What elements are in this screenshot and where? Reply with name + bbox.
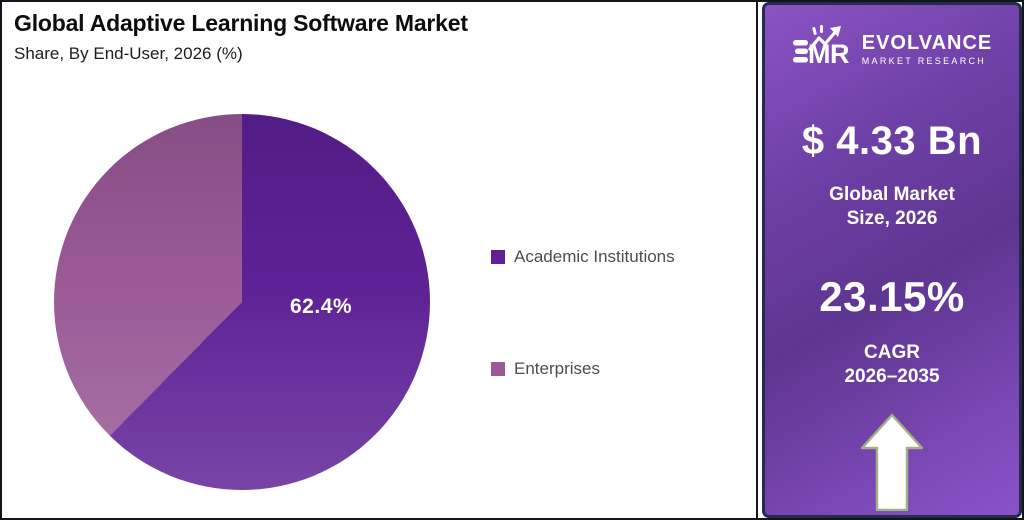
legend-swatch-enterprises: [491, 362, 505, 376]
legend-item-academic: Academic Institutions: [491, 247, 675, 267]
chart-subtitle: Share, By End-User, 2026 (%): [14, 44, 243, 63]
market-size-label: Global Market Size, 2026: [765, 183, 1019, 231]
chart-legend: Academic Institutions Enterprises: [491, 247, 675, 379]
pie-slice-label: 62.4%: [290, 295, 353, 318]
page-title: Global Adaptive Learning Software Market: [14, 10, 468, 36]
chart-panel: Global Adaptive Learning Software Market…: [2, 2, 758, 518]
cagr-label-line2: 2026–2035: [844, 365, 940, 387]
stats-sidebar: M R EVOLVANCE MARKET RESEARCH $ 4.33 Bn …: [762, 2, 1022, 518]
up-arrow-icon: [860, 413, 924, 511]
market-size-label-line1: Global Market: [829, 184, 955, 205]
brand-text: EVOLVANCE MARKET RESEARCH: [861, 31, 993, 66]
brand-logo: M R EVOLVANCE MARKET RESEARCH: [765, 25, 1019, 73]
svg-text:R: R: [830, 39, 850, 69]
market-size-label-line2: Size, 2026: [846, 207, 938, 229]
legend-label: Enterprises: [514, 359, 600, 378]
legend-swatch-academic: [491, 250, 505, 264]
brand-tagline: MARKET RESEARCH: [861, 55, 987, 66]
brand-name: EVOLVANCE: [861, 31, 993, 54]
legend-item-enterprises: Enterprises: [491, 359, 675, 379]
cagr-label-line1: CAGR: [864, 342, 920, 363]
growth-arrow-wrap: [765, 413, 1019, 511]
pie-chart: [54, 114, 430, 490]
emr-monogram-icon: M R: [792, 25, 850, 69]
legend-label: Academic Institutions: [514, 247, 675, 266]
market-size-value: $ 4.33 Bn: [801, 119, 983, 163]
cagr-value: 23.15%: [819, 273, 965, 320]
cagr-label: CAGR 2026–2035: [765, 341, 1019, 389]
